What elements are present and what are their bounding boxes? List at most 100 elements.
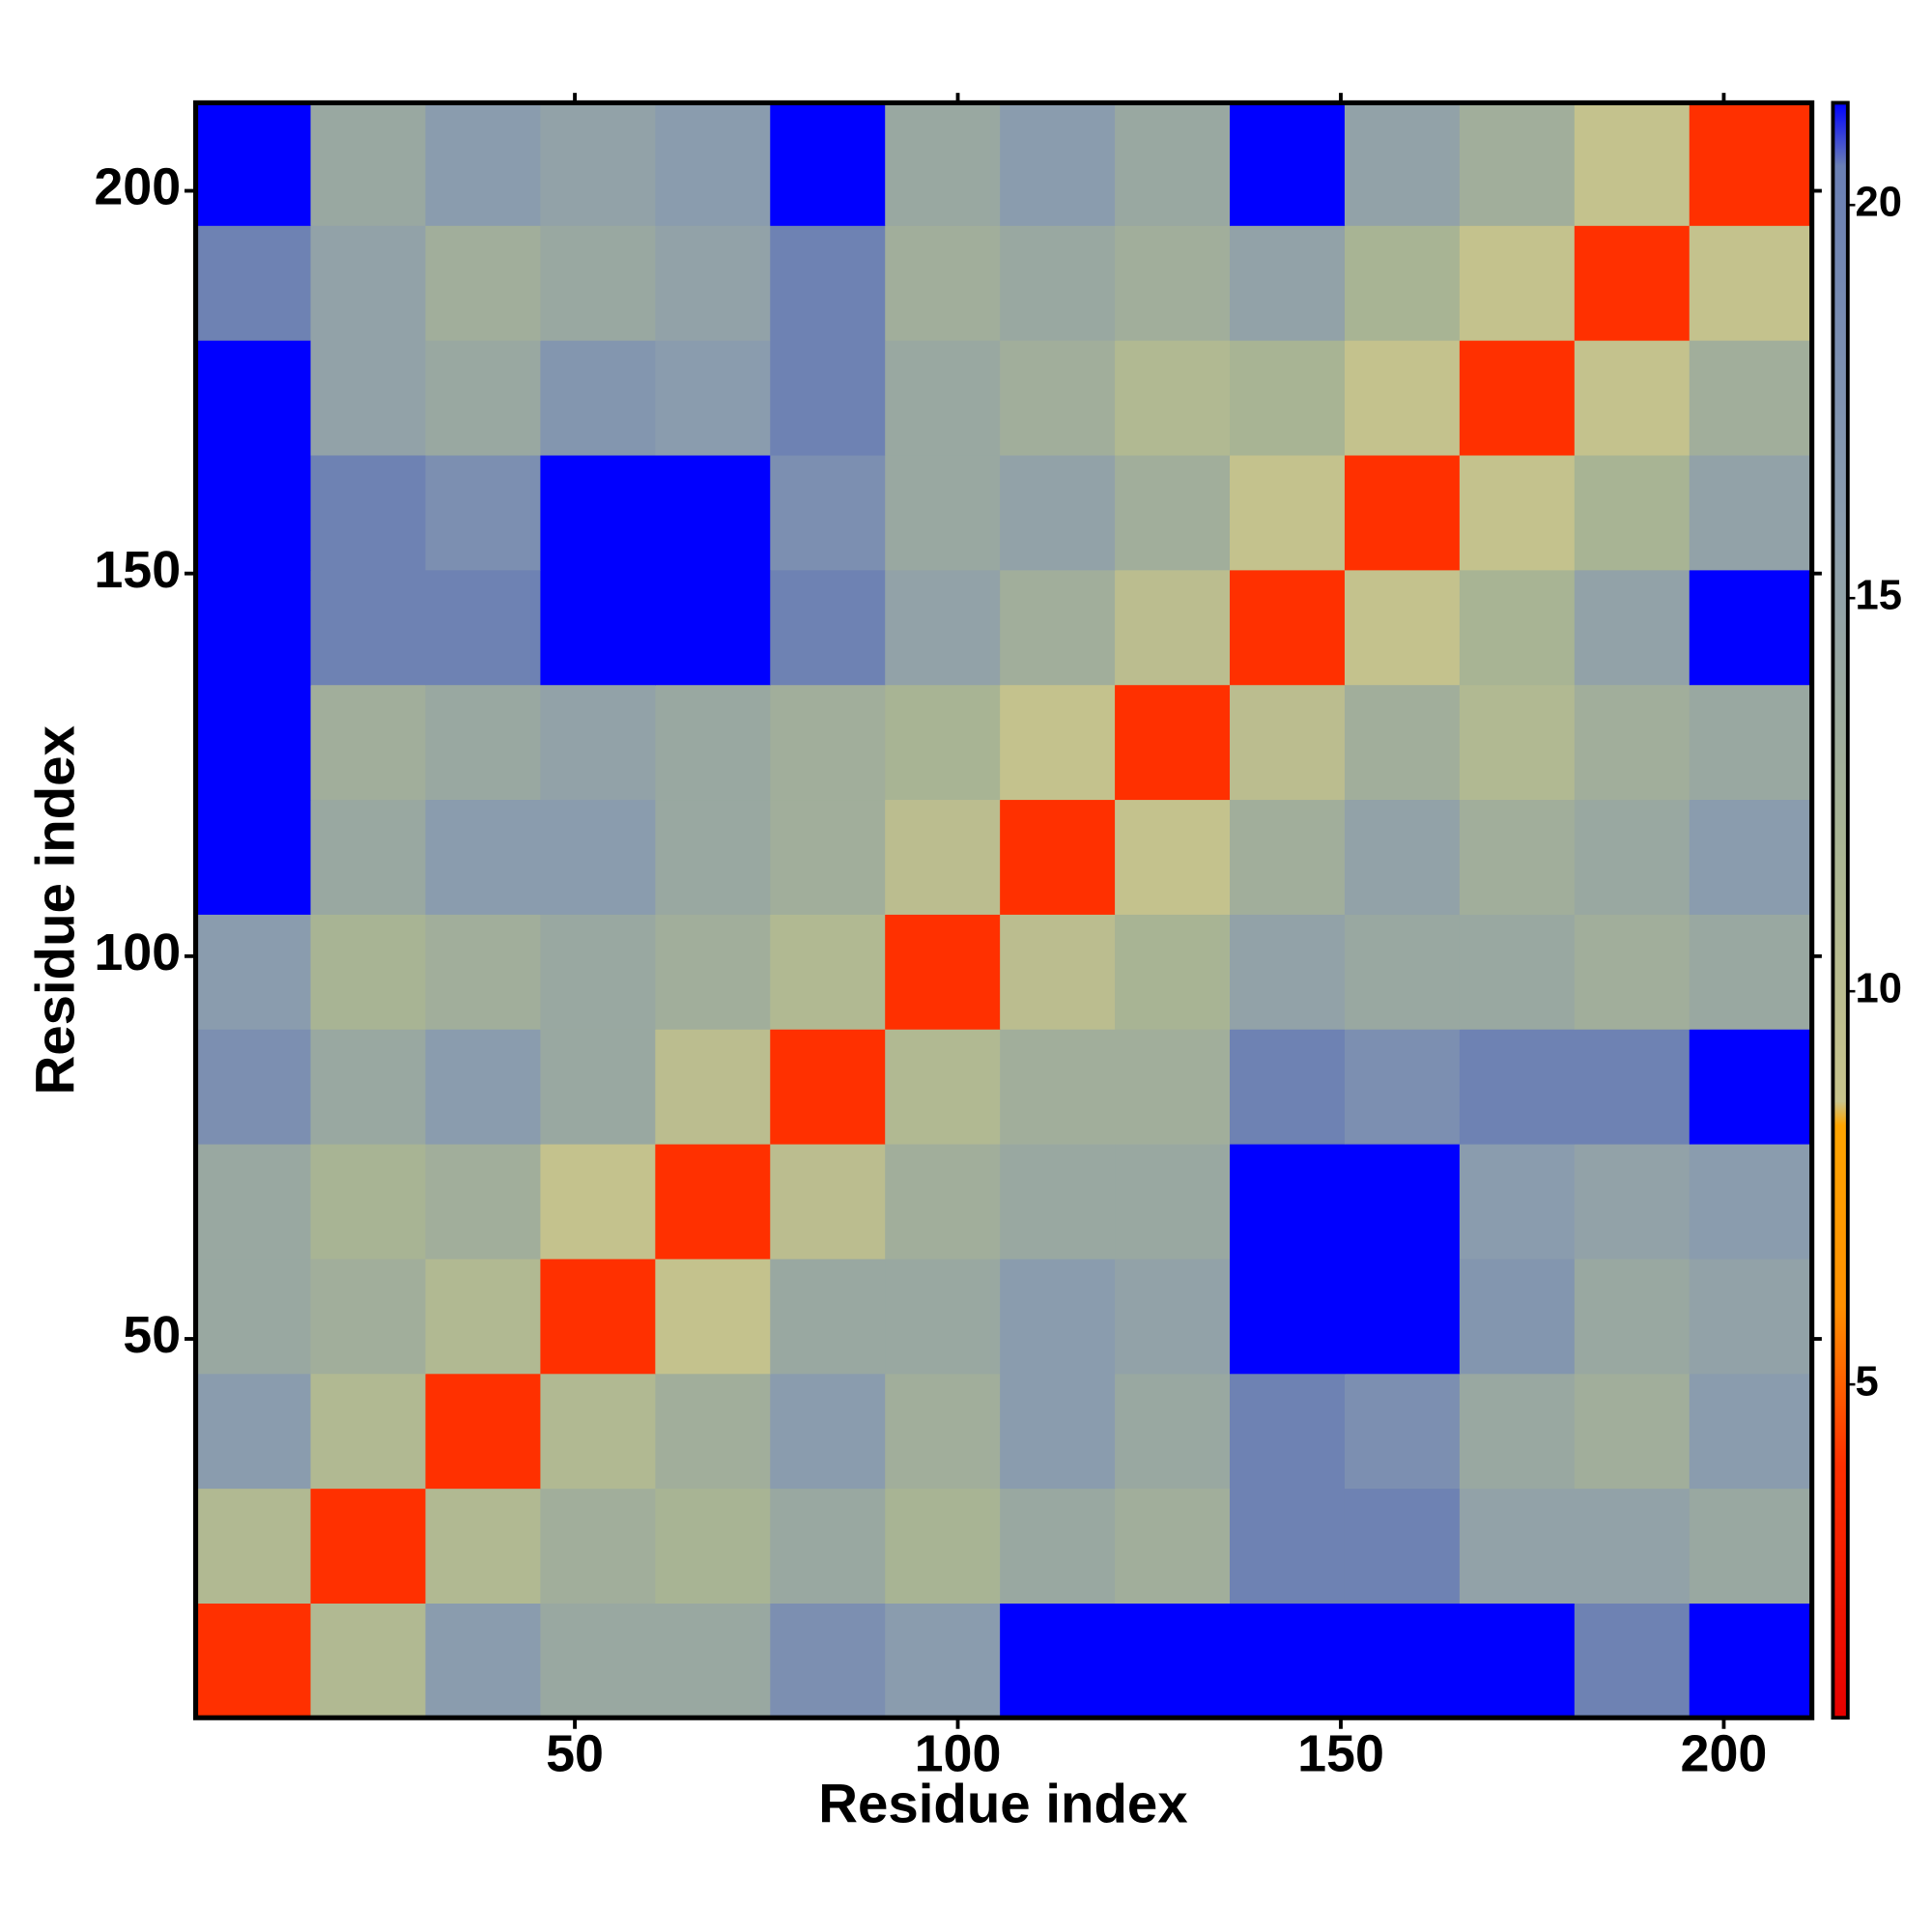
heatmap-cell (770, 799, 886, 915)
colorbar-frame (1831, 100, 1850, 1720)
heatmap-cell (1574, 1373, 1690, 1490)
heatmap-cell (770, 225, 886, 341)
heatmap-cell (1115, 799, 1231, 915)
heatmap-cell (195, 1029, 312, 1145)
x-tick-label: 100 (915, 1724, 1002, 1782)
heatmap-cell (1115, 914, 1231, 1030)
heatmap-cell (425, 225, 542, 341)
heatmap-cell (425, 1258, 542, 1375)
heatmap-cell (1230, 454, 1346, 571)
heatmap-cell (1459, 1373, 1576, 1490)
colorbar-segment (1833, 834, 1848, 1102)
heatmap-cell (770, 454, 886, 571)
heatmap-cell (1000, 1143, 1116, 1260)
heatmap-cell (1115, 1029, 1231, 1145)
heatmap-cell (1344, 1603, 1461, 1719)
heatmap-cell (1459, 1258, 1576, 1375)
heatmap-cell (1459, 1143, 1576, 1260)
heatmap-cell (540, 569, 656, 686)
heatmap-cell (425, 569, 542, 686)
heatmap-cell (1574, 102, 1690, 226)
heatmap-cell (540, 1258, 656, 1375)
heatmap-cell (1344, 1029, 1461, 1145)
heatmap-cell (655, 1603, 771, 1719)
heatmap-cell (310, 684, 427, 801)
heatmap-cell (310, 1373, 427, 1490)
heatmap-cell (1689, 225, 1813, 341)
heatmap-cell (195, 454, 312, 571)
heatmap-cell (770, 340, 886, 456)
heatmap-cell (1000, 1258, 1116, 1375)
heatmap-cell (195, 1603, 312, 1719)
heatmap-cell (885, 340, 1001, 456)
heatmap-cell (1000, 1029, 1116, 1145)
colorbar-tick-label: 15 (1856, 573, 1902, 619)
heatmap-cell (425, 1488, 542, 1604)
heatmap-cell (1574, 454, 1690, 571)
heatmap-cell (885, 799, 1001, 915)
heatmap-cell (1115, 1373, 1231, 1490)
heatmap-cell (885, 1373, 1001, 1490)
heatmap-cell (195, 102, 312, 226)
heatmap-cell (1000, 454, 1116, 571)
heatmap-cell (1115, 225, 1231, 341)
heatmap-cell (885, 914, 1001, 1030)
heatmap-cell (540, 1143, 656, 1260)
heatmap-cell (1689, 1258, 1813, 1375)
heatmap-cell (1115, 340, 1231, 456)
heatmap-cell (1574, 1029, 1690, 1145)
heatmap-cell (1689, 569, 1813, 686)
heatmap-cell (1689, 799, 1813, 915)
heatmap-cell (540, 340, 656, 456)
heatmap-cell (1230, 1603, 1346, 1719)
heatmap-cell (195, 1258, 312, 1375)
heatmap-cell (1000, 1488, 1116, 1604)
x-axis-title: Residue index (818, 1774, 1187, 1834)
heatmap-cell (1689, 1029, 1813, 1145)
colorbar-segment (1833, 519, 1848, 835)
heatmap-cell (1344, 1143, 1461, 1260)
heatmap-cell (770, 1143, 886, 1260)
heatmap-cell (310, 1258, 427, 1375)
heatmap-cell (1230, 684, 1346, 801)
heatmap-cell (885, 454, 1001, 571)
heatmap-cell (655, 1258, 771, 1375)
heatmap-cell (540, 799, 656, 915)
heatmap-cell (1344, 340, 1461, 456)
heatmap-cell (1574, 569, 1690, 686)
heatmap-cell (1344, 914, 1461, 1030)
heatmap-cell (655, 1029, 771, 1145)
heatmap-cell (425, 1143, 542, 1260)
heatmap-cell (1459, 914, 1576, 1030)
y-axis-title: Residue index (24, 725, 85, 1094)
heatmap-cell (1689, 340, 1813, 456)
heatmap-cell (1230, 799, 1346, 915)
heatmap-cell (540, 684, 656, 801)
heatmap-cell (310, 225, 427, 341)
heatmap-cell (1344, 569, 1461, 686)
heatmap-cell (425, 340, 542, 456)
heatmap-cell (1344, 684, 1461, 801)
heatmap-cell (195, 225, 312, 341)
heatmap-cell (195, 340, 312, 456)
heatmap-cell (195, 569, 312, 686)
heatmap-cell (1344, 102, 1461, 226)
heatmap-cell (770, 1029, 886, 1145)
heatmap-cell (885, 1143, 1001, 1260)
heatmap-cell (885, 1488, 1001, 1604)
heatmap-cell (1000, 1603, 1116, 1719)
heatmap-cell (1574, 1488, 1690, 1604)
heatmap-cell (1230, 1488, 1346, 1604)
heatmap-cell (1344, 1258, 1461, 1375)
heatmap-cell (1459, 225, 1576, 341)
x-tick-label: 150 (1297, 1724, 1384, 1782)
x-tick-label: 50 (546, 1724, 604, 1782)
colorbar-segment (1833, 102, 1848, 167)
colorbar-segment (1833, 1305, 1848, 1464)
heatmap-cell (885, 225, 1001, 341)
heatmap-cell (540, 102, 656, 226)
heatmap-cell (310, 102, 427, 226)
heatmap-cell (540, 454, 656, 571)
y-tick-label: 150 (94, 541, 181, 599)
